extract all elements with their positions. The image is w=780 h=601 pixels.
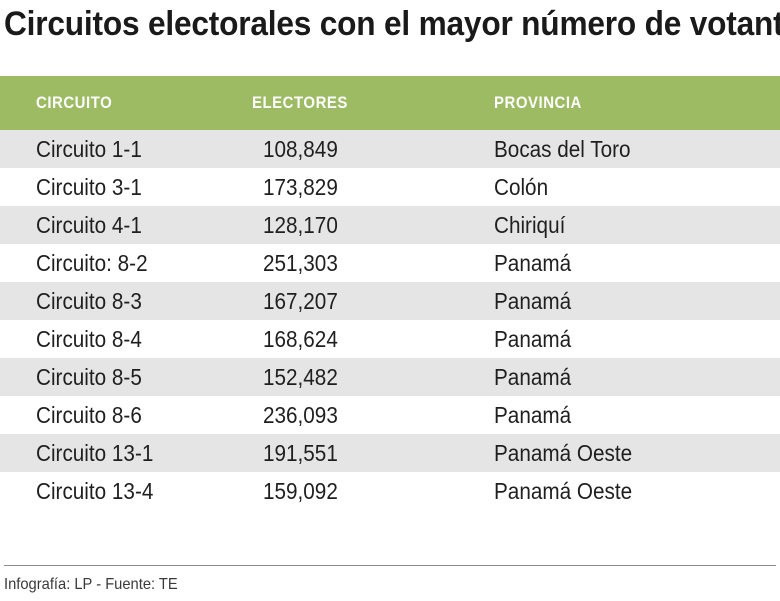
table-row: Circuito 4-1 128,170 Chiriquí: [0, 206, 780, 244]
table-row: Circuito 8-3 167,207 Panamá: [0, 282, 780, 320]
table-row: Circuito 8-6 236,093 Panamá: [0, 396, 780, 434]
cell-circuito: Circuito 8-4: [36, 326, 142, 352]
cell-electores: 167,207: [263, 288, 338, 314]
table-row: Circuito 8-4 168,624 Panamá: [0, 320, 780, 358]
table-header-row: CIRCUITO ELECTORES PROVINCIA: [0, 76, 780, 130]
cell-provincia: Panamá: [494, 250, 572, 276]
column-header-provincia: PROVINCIA: [494, 93, 582, 112]
cell-circuito: Circuito 8-6: [36, 402, 142, 428]
table-row: Circuito 1-1 108,849 Bocas del Toro: [0, 130, 780, 168]
cell-electores: 236,093: [263, 402, 338, 428]
footer-credit: Infografía: LP - Fuente: TE: [4, 576, 178, 593]
cell-electores: 128,170: [263, 212, 338, 238]
column-header-circuito: CIRCUITO: [36, 93, 113, 112]
cell-provincia: Chiriquí: [494, 212, 566, 238]
cell-circuito: Circuito 13-4: [36, 478, 154, 504]
footer-divider: [4, 565, 776, 566]
table-row: Circuito 13-4 159,092 Panamá Oeste: [0, 472, 780, 510]
cell-electores: 152,482: [263, 364, 338, 390]
cell-circuito: Circuito 1-1: [36, 136, 142, 162]
cell-provincia: Panamá: [494, 288, 572, 314]
voters-table: CIRCUITO ELECTORES PROVINCIA Circuito 1-…: [0, 76, 780, 510]
cell-provincia: Panamá Oeste: [494, 440, 633, 466]
cell-electores: 251,303: [263, 250, 338, 276]
cell-circuito: Circuito: 8-2: [36, 250, 148, 276]
cell-electores: 168,624: [263, 326, 338, 352]
cell-circuito: Circuito 4-1: [36, 212, 142, 238]
cell-circuito: Circuito 8-5: [36, 364, 142, 390]
cell-provincia: Panamá: [494, 326, 572, 352]
cell-circuito: Circuito 3-1: [36, 174, 142, 200]
table-row: Circuito: 8-2 251,303 Panamá: [0, 244, 780, 282]
cell-electores: 159,092: [263, 478, 338, 504]
cell-electores: 108,849: [263, 136, 338, 162]
cell-provincia: Panamá: [494, 402, 572, 428]
cell-circuito: Circuito 8-3: [36, 288, 142, 314]
table-row: Circuito 3-1 173,829 Colón: [0, 168, 780, 206]
cell-provincia: Panamá: [494, 364, 572, 390]
cell-provincia: Panamá Oeste: [494, 478, 633, 504]
cell-provincia: Bocas del Toro: [494, 136, 631, 162]
table-row: Circuito 8-5 152,482 Panamá: [0, 358, 780, 396]
column-header-electores: ELECTORES: [252, 93, 348, 112]
cell-electores: 173,829: [263, 174, 338, 200]
cell-provincia: Colón: [494, 174, 549, 200]
cell-circuito: Circuito 13-1: [36, 440, 154, 466]
page-title: Circuitos electorales con el mayor númer…: [4, 5, 780, 43]
table-row: Circuito 13-1 191,551 Panamá Oeste: [0, 434, 780, 472]
table-body: Circuito 1-1 108,849 Bocas del Toro Circ…: [0, 130, 780, 510]
cell-electores: 191,551: [263, 440, 338, 466]
